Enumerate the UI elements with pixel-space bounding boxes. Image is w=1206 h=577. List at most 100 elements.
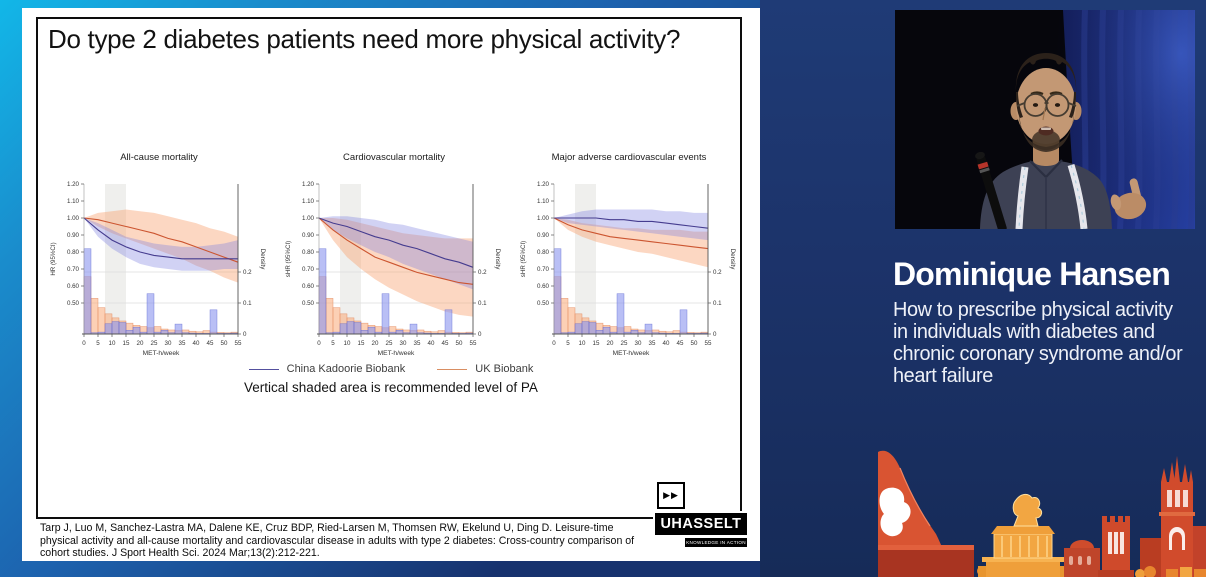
svg-text:40: 40	[428, 340, 435, 347]
svg-text:0.2: 0.2	[713, 269, 722, 276]
svg-text:1.00: 1.00	[537, 215, 550, 222]
svg-text:Density: Density	[259, 249, 266, 271]
chart-title: Cardiovascular mortality	[343, 152, 445, 163]
chart-all-cause-mortality: All-cause mortality 1.20 1.10 1.00 0.90 0.80…	[48, 152, 270, 356]
svg-text:1.20: 1.20	[302, 181, 315, 188]
svg-text:40: 40	[663, 340, 670, 347]
logo-tagline: KNOWLEDGE IN ACTION	[685, 538, 747, 547]
svg-text:0.2: 0.2	[478, 269, 487, 276]
svg-text:1.20: 1.20	[537, 181, 550, 188]
svg-text:0: 0	[478, 331, 482, 338]
logo-brand: UHASSELT	[655, 513, 747, 535]
svg-text:1.10: 1.10	[67, 198, 80, 205]
svg-text:25: 25	[386, 340, 393, 347]
svg-text:10: 10	[109, 340, 116, 347]
chart-title: All-cause mortality	[120, 152, 198, 163]
slide-title: Do type 2 diabetes patients need more ph…	[48, 24, 681, 54]
svg-text:0.80: 0.80	[537, 249, 550, 256]
svg-text:0.60: 0.60	[67, 283, 80, 290]
svg-text:25: 25	[151, 340, 158, 347]
city-skyline-graphic	[878, 430, 1206, 577]
uhasselt-logo: ▶▶ UHASSELT KNOWLEDGE IN ACTION	[655, 482, 747, 547]
svg-text:MET-h/week: MET-h/week	[143, 350, 180, 356]
svg-text:30: 30	[635, 340, 642, 347]
speaker-name: Dominique Hansen	[893, 256, 1171, 292]
svg-text:10: 10	[579, 340, 586, 347]
talk-title-line: chronic coronary syndrome and/or	[893, 342, 1183, 365]
svg-text:0.1: 0.1	[478, 300, 487, 307]
svg-text:45: 45	[207, 340, 214, 347]
svg-text:0.50: 0.50	[302, 300, 315, 307]
svg-text:25: 25	[621, 340, 628, 347]
svg-text:sHR (95%CI): sHR (95%CI)	[285, 241, 292, 277]
svg-text:0.1: 0.1	[713, 300, 722, 307]
svg-text:50: 50	[691, 340, 698, 347]
talk-title-line: How to prescribe physical activity	[893, 298, 1173, 321]
svg-text:Density: Density	[494, 249, 501, 271]
svg-text:0: 0	[243, 331, 247, 338]
svg-text:1.00: 1.00	[67, 215, 80, 222]
chart-cardiovascular-mortality: Cardiovascular mortality 1.20 1.10 1.00 0.9…	[283, 152, 505, 356]
svg-text:35: 35	[179, 340, 186, 347]
glasses-icon	[1016, 93, 1077, 117]
svg-text:45: 45	[442, 340, 449, 347]
svg-text:55: 55	[235, 340, 242, 347]
svg-text:50: 50	[221, 340, 228, 347]
talk-title-line: in individuals with diabetes and	[893, 320, 1155, 343]
svg-text:45: 45	[677, 340, 684, 347]
svg-text:0: 0	[552, 340, 556, 347]
svg-text:5: 5	[331, 340, 335, 347]
slide-border-box	[36, 17, 742, 519]
svg-text:HR (95%CI): HR (95%CI)	[50, 242, 57, 275]
legend-label: UK Biobank	[475, 363, 534, 375]
svg-text:55: 55	[705, 340, 712, 347]
slide-caption: Vertical shaded area is recommended leve…	[244, 380, 538, 395]
svg-text:50: 50	[456, 340, 463, 347]
svg-text:0.60: 0.60	[302, 283, 315, 290]
speaker-video	[895, 10, 1195, 229]
svg-text:0.70: 0.70	[67, 266, 80, 273]
svg-text:0.80: 0.80	[67, 249, 80, 256]
talk-title: How to prescribe physical activity in in…	[893, 299, 1191, 387]
legend-label: China Kadoorie Biobank	[286, 363, 406, 375]
logo-arrows-icon: ▶▶	[657, 482, 685, 509]
svg-text:0.50: 0.50	[537, 300, 550, 307]
svg-text:20: 20	[607, 340, 614, 347]
legend-item-uk-biobank: UK Biobank	[437, 363, 533, 375]
svg-text:0.70: 0.70	[537, 266, 550, 273]
legend-line-icon	[248, 368, 279, 370]
chart-plot: 1.20 1.10 1.00 0.90 0.80 0.70 0.60 0.50 0.2 0.1 0 0…	[283, 164, 505, 356]
svg-text:0.90: 0.90	[302, 232, 315, 239]
speaker-hand	[1110, 178, 1147, 220]
svg-text:55: 55	[470, 340, 477, 347]
chart-major-adverse-cardiovascular-events: Major adverse cardiovascular events 1.20…	[518, 152, 740, 356]
svg-text:5: 5	[96, 340, 100, 347]
talk-title-line: heart failure	[893, 364, 993, 387]
svg-text:15: 15	[123, 340, 130, 347]
svg-text:5: 5	[566, 340, 570, 347]
svg-text:35: 35	[414, 340, 421, 347]
svg-text:MET-h/week: MET-h/week	[613, 350, 650, 356]
svg-text:0.90: 0.90	[537, 232, 550, 239]
svg-text:1.20: 1.20	[67, 181, 80, 188]
chart-title: Major adverse cardiovascular events	[551, 152, 707, 163]
legend-line-icon	[437, 368, 468, 370]
svg-text:20: 20	[372, 340, 379, 347]
svg-text:0.2: 0.2	[243, 269, 252, 276]
slide-video-panel: Do type 2 diabetes patients need more ph…	[0, 0, 760, 577]
svg-text:Density: Density	[729, 249, 736, 271]
svg-text:0.50: 0.50	[67, 300, 80, 307]
svg-text:30: 30	[165, 340, 172, 347]
svg-text:1.00: 1.00	[302, 215, 315, 222]
svg-text:15: 15	[593, 340, 600, 347]
chart-legend: China Kadoorie Biobank UK Biobank	[22, 363, 760, 375]
svg-text:20: 20	[137, 340, 144, 347]
svg-text:0.1: 0.1	[243, 300, 252, 307]
microphone-icon	[975, 151, 1007, 229]
svg-text:MET-h/week: MET-h/week	[378, 350, 415, 356]
svg-text:10: 10	[344, 340, 351, 347]
chart-plot: 1.20 1.10 1.00 0.90 0.80 0.70 0.60 0.50 0.2 0.1 0 0…	[48, 164, 270, 356]
svg-text:0: 0	[713, 331, 717, 338]
svg-text:30: 30	[400, 340, 407, 347]
